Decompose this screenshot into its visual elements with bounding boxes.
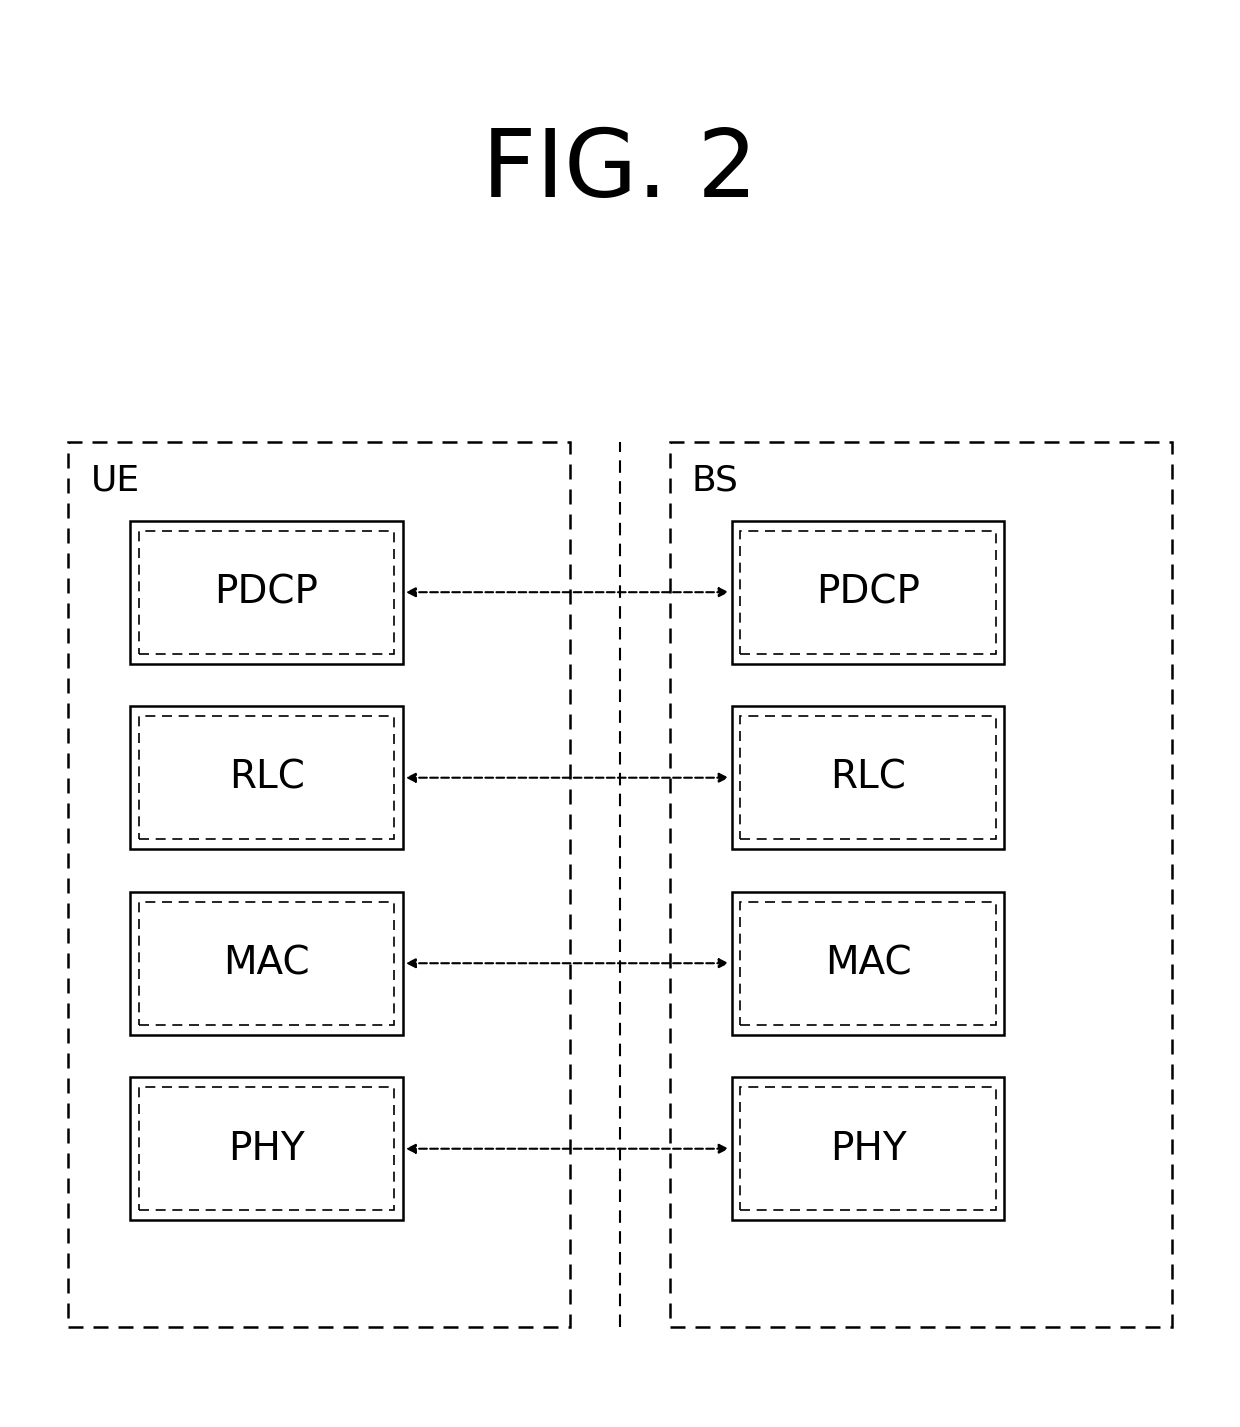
Text: BS: BS	[692, 464, 739, 498]
Bar	[732, 892, 1004, 1035]
Bar	[130, 521, 403, 664]
Bar	[139, 716, 394, 839]
Bar	[139, 1087, 394, 1210]
Text: PHY: PHY	[830, 1130, 906, 1167]
Bar	[139, 531, 394, 654]
Bar	[732, 706, 1004, 849]
Bar	[68, 442, 570, 1327]
Bar	[130, 706, 403, 849]
Bar	[130, 892, 403, 1035]
Bar	[670, 442, 1172, 1327]
Text: RLC: RLC	[830, 759, 906, 796]
Text: MAC: MAC	[825, 945, 911, 982]
Text: MAC: MAC	[223, 945, 310, 982]
Text: UE: UE	[91, 464, 140, 498]
Bar	[139, 902, 394, 1025]
Text: RLC: RLC	[228, 759, 305, 796]
Text: PHY: PHY	[228, 1130, 305, 1167]
Bar	[740, 531, 996, 654]
Text: PDCP: PDCP	[816, 574, 920, 611]
Bar	[740, 902, 996, 1025]
Bar	[732, 521, 1004, 664]
Bar	[130, 1077, 403, 1220]
Bar	[740, 716, 996, 839]
Bar	[740, 1087, 996, 1210]
Text: FIG. 2: FIG. 2	[482, 126, 758, 217]
Bar	[732, 1077, 1004, 1220]
Text: PDCP: PDCP	[215, 574, 319, 611]
